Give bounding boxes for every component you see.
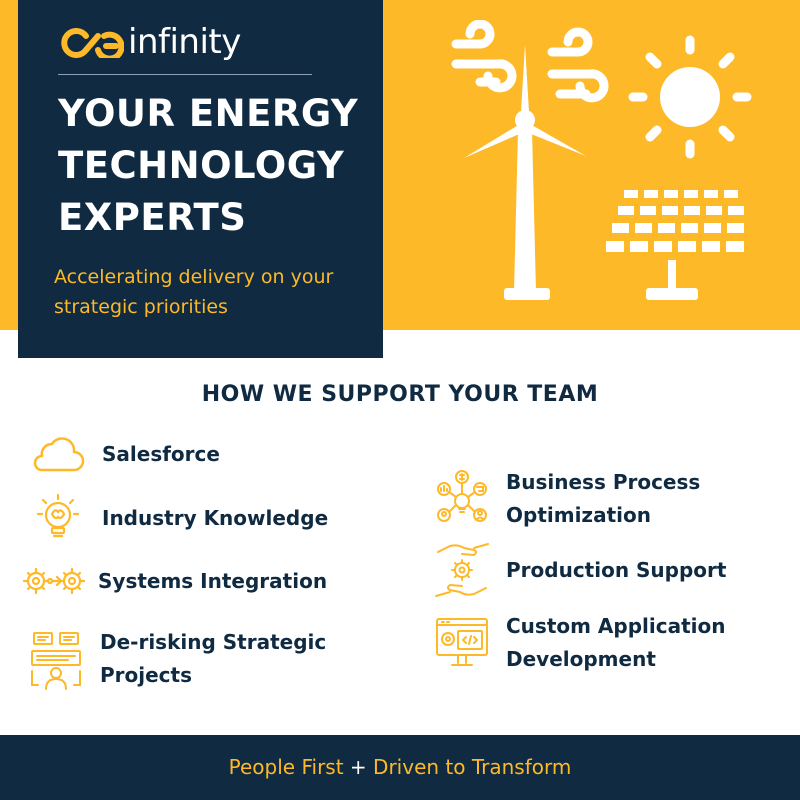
infinity-logo-icon bbox=[61, 28, 124, 58]
service-label: Systems Integration bbox=[98, 568, 328, 593]
hero-illustration bbox=[451, 20, 752, 300]
solar-panel-icon bbox=[606, 190, 744, 300]
service-label: Custom Application Development bbox=[506, 614, 726, 671]
service-industry-knowledge: Industry Knowledge bbox=[30, 490, 360, 546]
service-derisking-projects: De-risking Strategic Projects bbox=[28, 626, 368, 692]
wind-gust-icon bbox=[451, 20, 609, 103]
hand-gear-icon bbox=[435, 543, 489, 597]
intro-panel: infinity YOUR ENERGY TECHNOLOGY EXPERTS … bbox=[18, 0, 383, 358]
hero-tagline: Accelerating delivery on your strategic … bbox=[54, 266, 334, 318]
footer-slogan: People First + Driven to Transform bbox=[0, 755, 800, 779]
cloud-icon bbox=[33, 437, 85, 472]
footer-banner: People First + Driven to Transform bbox=[0, 735, 800, 800]
wind-turbine-icon bbox=[464, 45, 586, 300]
footer-plus: + bbox=[349, 755, 367, 779]
gears-icon bbox=[22, 567, 86, 595]
service-label: Business Process Optimization bbox=[506, 470, 701, 527]
panel-divider bbox=[58, 74, 312, 75]
service-label: Industry Knowledge bbox=[102, 505, 329, 530]
service-systems-integration: Systems Integration bbox=[22, 553, 362, 609]
footer-slogan-part2: Driven to Transform bbox=[373, 755, 572, 779]
sun-icon bbox=[628, 35, 752, 159]
support-section-title: HOW WE SUPPORT YOUR TEAM bbox=[201, 382, 599, 407]
service-label: Production Support bbox=[506, 557, 727, 582]
service-business-process: Business Process Optimization bbox=[434, 466, 764, 532]
service-label: Salesforce bbox=[102, 441, 220, 466]
hero-headline: YOUR ENERGY TECHNOLOGY EXPERTS bbox=[58, 92, 359, 239]
brand-logo: infinity bbox=[58, 22, 248, 66]
process-network-icon bbox=[437, 470, 487, 522]
code-monitor-icon bbox=[436, 618, 488, 666]
footer-slogan-part1: People First bbox=[228, 755, 344, 779]
project-review-icon bbox=[31, 632, 81, 690]
service-production-support: Production Support bbox=[434, 540, 774, 600]
service-salesforce: Salesforce bbox=[30, 426, 360, 482]
brand-name: infinity bbox=[128, 22, 241, 62]
service-label: De-risking Strategic Projects bbox=[100, 630, 327, 687]
service-custom-app-dev: Custom Application Development bbox=[434, 610, 774, 676]
lightbulb-brain-icon bbox=[36, 493, 80, 538]
